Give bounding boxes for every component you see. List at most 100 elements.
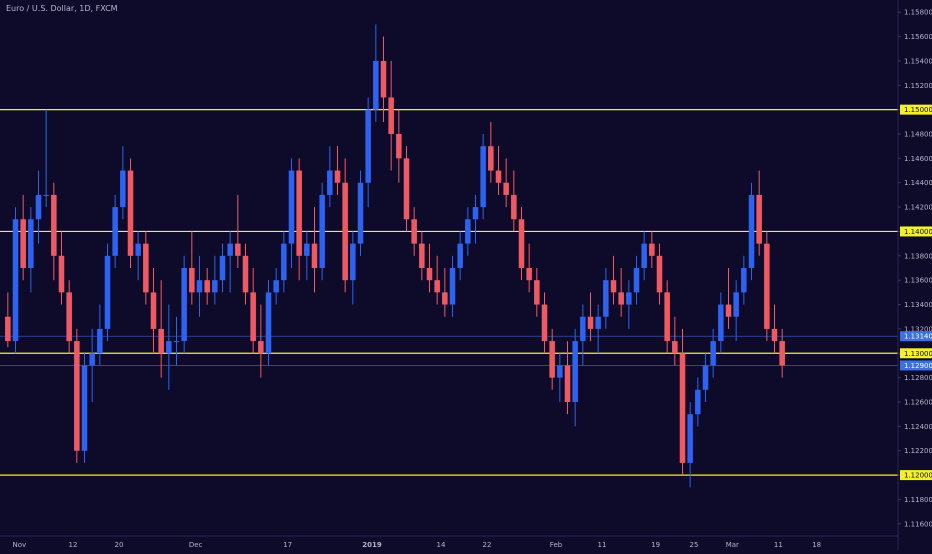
candle-body (112, 207, 118, 256)
level-price-label: 1.12000 (904, 472, 932, 480)
candle-up (457, 231, 463, 281)
candle-body (403, 158, 410, 220)
candle-down (204, 268, 210, 305)
candle-up (196, 255, 203, 317)
candle-up (219, 243, 226, 293)
candle-body (296, 170, 302, 256)
candle-down (403, 146, 410, 232)
candle-up (626, 280, 632, 329)
candle-down (396, 109, 402, 183)
candle-up (173, 316, 180, 366)
candle-down (488, 121, 494, 183)
candle-body (97, 328, 103, 354)
candle-body (74, 341, 80, 451)
candle-down (434, 255, 440, 305)
candle-body (242, 255, 249, 293)
candle-down (235, 194, 241, 268)
candle-down (610, 255, 617, 305)
candle-down (534, 268, 540, 317)
candle-down (66, 280, 72, 354)
candle-down (764, 231, 770, 342)
y-tick-label: 1.15800 (904, 9, 932, 17)
candle-body (710, 341, 716, 366)
candle-up (28, 207, 34, 293)
candle-body (189, 268, 195, 293)
candle-body (143, 243, 149, 293)
candle-body (549, 341, 555, 378)
candle-up (350, 231, 356, 305)
candle-body (235, 243, 241, 256)
y-tick-label: 1.15400 (904, 57, 932, 65)
candle-body (603, 280, 609, 317)
candle-body (564, 365, 571, 402)
candle-body (503, 182, 509, 195)
candle-body (380, 60, 387, 98)
candle-body (258, 341, 264, 354)
candle-down (311, 207, 318, 293)
candle-body (342, 182, 348, 281)
candle-up (572, 328, 578, 427)
candle-body (718, 304, 724, 342)
x-tick-label: Mar (726, 541, 739, 549)
y-tick-label: 1.13800 (904, 252, 932, 260)
y-tick-label: 1.11800 (904, 496, 932, 504)
candle-up (181, 255, 187, 354)
candle-up (687, 402, 693, 488)
candle-body (150, 292, 157, 329)
candle-up (12, 207, 19, 354)
candle-down (672, 316, 678, 366)
candle-body (196, 280, 203, 293)
candle-down (342, 158, 348, 293)
candle-body (166, 341, 172, 354)
candle-body (12, 219, 19, 342)
y-tick-label: 1.14600 (904, 155, 932, 163)
candle-body (58, 255, 65, 293)
candle-up (357, 170, 364, 256)
candle-body (457, 243, 463, 268)
candle-down (127, 158, 134, 268)
candle-down (5, 292, 11, 348)
y-tick-label: 1.14800 (904, 131, 932, 139)
candle-body (426, 268, 433, 281)
candle-body (725, 304, 732, 317)
candle-body (373, 60, 379, 110)
candle-up (373, 24, 379, 122)
candle-up (741, 255, 747, 305)
current-price-label: 1.12900 (904, 362, 932, 370)
candle-up (595, 304, 601, 354)
level-price-label: 1.15000 (904, 106, 932, 114)
candle-down (656, 243, 663, 305)
candle-body (511, 194, 517, 220)
x-tick-label: 11 (598, 541, 607, 549)
candle-body (748, 194, 755, 268)
candle-down (296, 158, 302, 281)
current-price-tag (900, 360, 932, 371)
candle-down (664, 280, 670, 354)
candle-up (718, 292, 724, 354)
candle-up (557, 353, 563, 402)
candle-body (419, 243, 425, 268)
candle-body (633, 268, 640, 293)
candle-down (74, 328, 80, 463)
candle-body (741, 268, 747, 293)
candle-body (288, 170, 295, 244)
candle-up (710, 328, 716, 378)
candle-down (143, 231, 149, 305)
candle-body (319, 194, 325, 268)
x-tick-label: 18 (812, 541, 821, 549)
candle-body (572, 341, 578, 402)
candle-body (541, 304, 548, 342)
candle-body (580, 316, 586, 342)
level-price-tag (900, 470, 932, 481)
candle-down (442, 268, 448, 317)
x-tick-label: 22 (483, 541, 492, 549)
candle-body (227, 243, 233, 256)
x-tick-label: 17 (283, 541, 292, 549)
candle-up (273, 268, 279, 305)
candle-down (526, 243, 532, 293)
x-tick-label: Feb (550, 541, 563, 549)
candle-down (725, 268, 732, 329)
candle-up (227, 231, 233, 293)
